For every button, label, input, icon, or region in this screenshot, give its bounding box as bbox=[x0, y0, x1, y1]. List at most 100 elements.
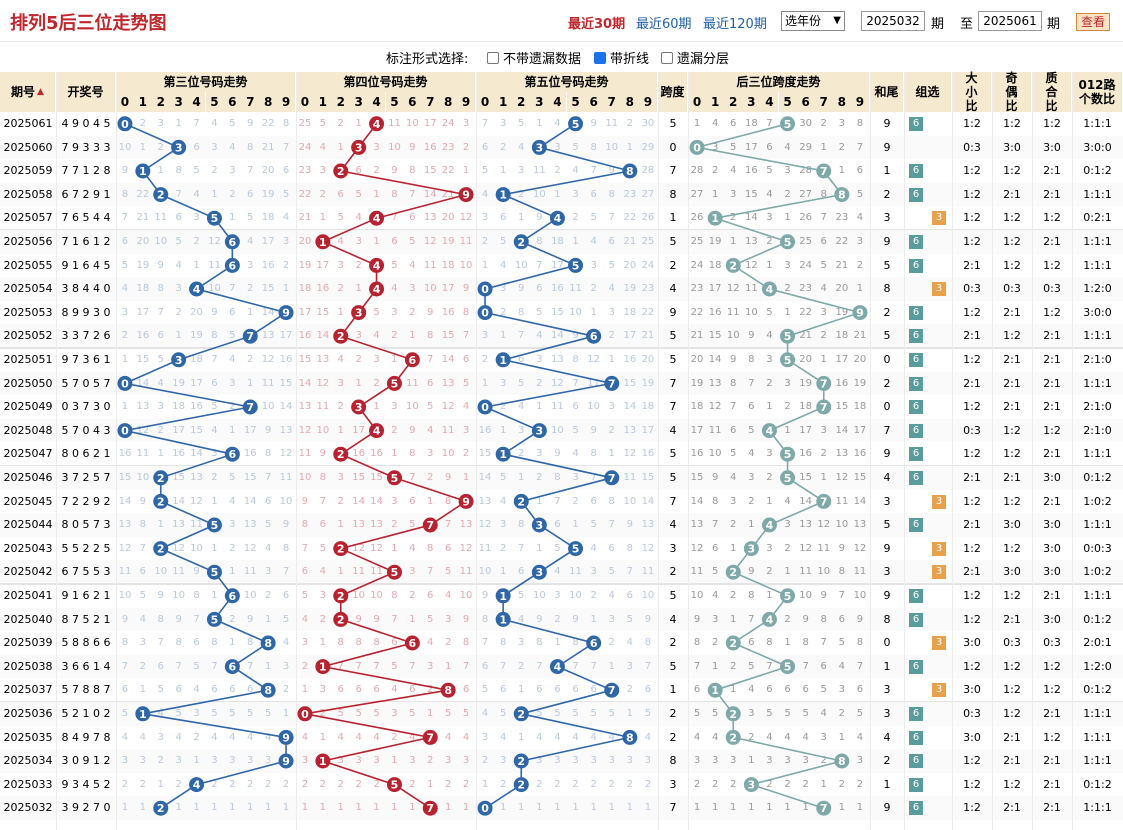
view-button[interactable]: 查看 bbox=[1076, 13, 1110, 31]
recent-120-link[interactable]: 最近120期 bbox=[703, 17, 767, 32]
missing-count: 18 bbox=[261, 212, 275, 224]
missing-count: 9 bbox=[211, 306, 218, 318]
odd-even-cell: 2:1 bbox=[1003, 612, 1021, 626]
missing-count: 11 bbox=[388, 118, 401, 129]
missing-count: 7 bbox=[139, 542, 147, 554]
sort-icon[interactable]: ▲ bbox=[37, 87, 44, 97]
prime-comp-cell: 1:2 bbox=[1043, 423, 1061, 437]
missing-count: 2 bbox=[264, 778, 272, 790]
missing-count: 1 bbox=[175, 118, 182, 129]
missing-count: 3 bbox=[211, 141, 218, 153]
span-trend-digit-8: 8 bbox=[832, 92, 851, 112]
missing-count: 2 bbox=[608, 330, 615, 342]
missing-count: 7 bbox=[391, 212, 398, 224]
sum-tail-cell: 2 bbox=[883, 376, 891, 390]
missing-count: 14 bbox=[623, 401, 637, 413]
span-cell: 8 bbox=[669, 754, 677, 768]
missing-count: 15 bbox=[370, 472, 383, 483]
checkbox-icon[interactable] bbox=[661, 52, 673, 64]
missing-count: 2 bbox=[481, 354, 489, 365]
missing-count: 11 bbox=[835, 495, 849, 507]
missing-count: 2 bbox=[337, 495, 344, 507]
missing-count: 21 bbox=[261, 141, 275, 153]
missing-count: 25 bbox=[641, 236, 655, 247]
draw-cell: 9 1 6 2 1 bbox=[61, 589, 111, 602]
missing-count: 5 bbox=[766, 306, 773, 318]
option-layered[interactable]: 遗漏分层 bbox=[661, 48, 729, 67]
missing-count: 4 bbox=[554, 118, 561, 129]
group6-badge: 6 bbox=[909, 376, 923, 391]
missing-count: 8 bbox=[391, 590, 398, 601]
missing-count: 6 bbox=[121, 236, 129, 247]
recent-60-link[interactable]: 最近60期 bbox=[636, 17, 692, 32]
missing-count: 2 bbox=[193, 731, 200, 743]
span-cell: 5 bbox=[669, 235, 677, 248]
missing-count: 9 bbox=[572, 330, 579, 342]
missing-count: 15 bbox=[799, 472, 812, 483]
missing-count: 9 bbox=[554, 448, 561, 460]
recent-30-link[interactable]: 最近30期 bbox=[568, 17, 626, 32]
missing-count: 3 bbox=[730, 755, 737, 767]
missing-count: 14 bbox=[190, 448, 203, 460]
missing-count: 6 bbox=[608, 236, 615, 247]
col-issue[interactable]: 期号 ▲ bbox=[0, 72, 56, 112]
table-row: 2025054 3 8 4 4 0 4 18 8 3 10 7 2 15 1 18 16 2 1 4 3 10 17… bbox=[0, 277, 1123, 301]
missing-count: 9 bbox=[748, 566, 755, 578]
missing-count: 19 bbox=[835, 306, 849, 318]
missing-count: 4 bbox=[499, 495, 507, 507]
option-no-missing[interactable]: 不带遗漏数据 bbox=[487, 48, 581, 67]
missing-count: 7 bbox=[572, 377, 579, 389]
missing-count: 7 bbox=[536, 259, 543, 271]
missing-count: 10 bbox=[154, 236, 168, 247]
col-issue-label: 期号 bbox=[11, 85, 36, 99]
option-with-line[interactable]: 带折线 bbox=[594, 48, 649, 67]
road012-cell: 0:1:2 bbox=[1083, 683, 1112, 697]
missing-count: 7 bbox=[427, 354, 434, 365]
missing-count: 9 bbox=[820, 590, 827, 601]
missing-count: 2 bbox=[157, 755, 164, 767]
road012-cell: 2:0:1 bbox=[1083, 636, 1112, 650]
checkbox-checked-icon[interactable] bbox=[594, 52, 606, 64]
missing-count: 5 bbox=[301, 590, 309, 601]
sum-tail-cell: 2 bbox=[883, 187, 891, 201]
road012-cell: 1:1:1 bbox=[1083, 801, 1112, 815]
missing-count: 11 bbox=[190, 519, 203, 531]
missing-count: 5 bbox=[820, 684, 827, 696]
group3-badge bbox=[932, 164, 946, 178]
from-issue-input[interactable]: 2025032 bbox=[861, 11, 925, 31]
missing-count: 8 bbox=[838, 566, 846, 578]
checkbox-icon[interactable] bbox=[487, 52, 499, 64]
span-trend-digit-9: 9 bbox=[850, 92, 869, 112]
year-select[interactable]: 选年份 ▼ bbox=[781, 11, 845, 31]
prime-comp-cell: 1:2 bbox=[1043, 730, 1061, 744]
missing-count: 10 bbox=[690, 590, 704, 601]
missing-count: 3 bbox=[748, 708, 755, 719]
missing-count: 7 bbox=[229, 283, 236, 295]
col-pos5: 第五位号码走势 bbox=[476, 72, 658, 92]
missing-count: 16 bbox=[441, 306, 455, 318]
missing-count: 6 bbox=[784, 684, 791, 696]
missing-count: 28 bbox=[799, 165, 812, 177]
missing-count: 5 bbox=[730, 141, 737, 153]
missing-count: 14 bbox=[641, 495, 655, 507]
missing-count: 23 bbox=[641, 283, 655, 295]
missing-count: 13 bbox=[623, 424, 637, 436]
missing-count: 6 bbox=[748, 637, 755, 649]
missing-count: 4 bbox=[711, 590, 719, 601]
missing-count: 3 bbox=[608, 755, 615, 767]
group3-badge bbox=[932, 188, 946, 202]
missing-count: 6 bbox=[427, 377, 434, 389]
span-trend-digit-7: 7 bbox=[814, 92, 833, 112]
missing-count: 2 bbox=[121, 330, 129, 342]
odd-even-cell: 1:2 bbox=[1003, 589, 1021, 602]
missing-count: 16 bbox=[136, 330, 150, 342]
odd-even-cell: 1:2 bbox=[1003, 211, 1021, 225]
missing-count: 20 bbox=[835, 283, 849, 295]
table-row: 2025052 3 3 7 2 6 2 16 6 1 19 8 5 13 17 16 14 3 4 2 1 8 15… bbox=[0, 324, 1123, 348]
odd-even-cell: 2:1 bbox=[1003, 400, 1021, 414]
missing-count: 24 bbox=[298, 141, 312, 153]
missing-count: 1 bbox=[644, 802, 652, 814]
to-issue-input[interactable]: 2025061 bbox=[978, 11, 1042, 31]
group3-badge: 3 bbox=[932, 211, 946, 226]
